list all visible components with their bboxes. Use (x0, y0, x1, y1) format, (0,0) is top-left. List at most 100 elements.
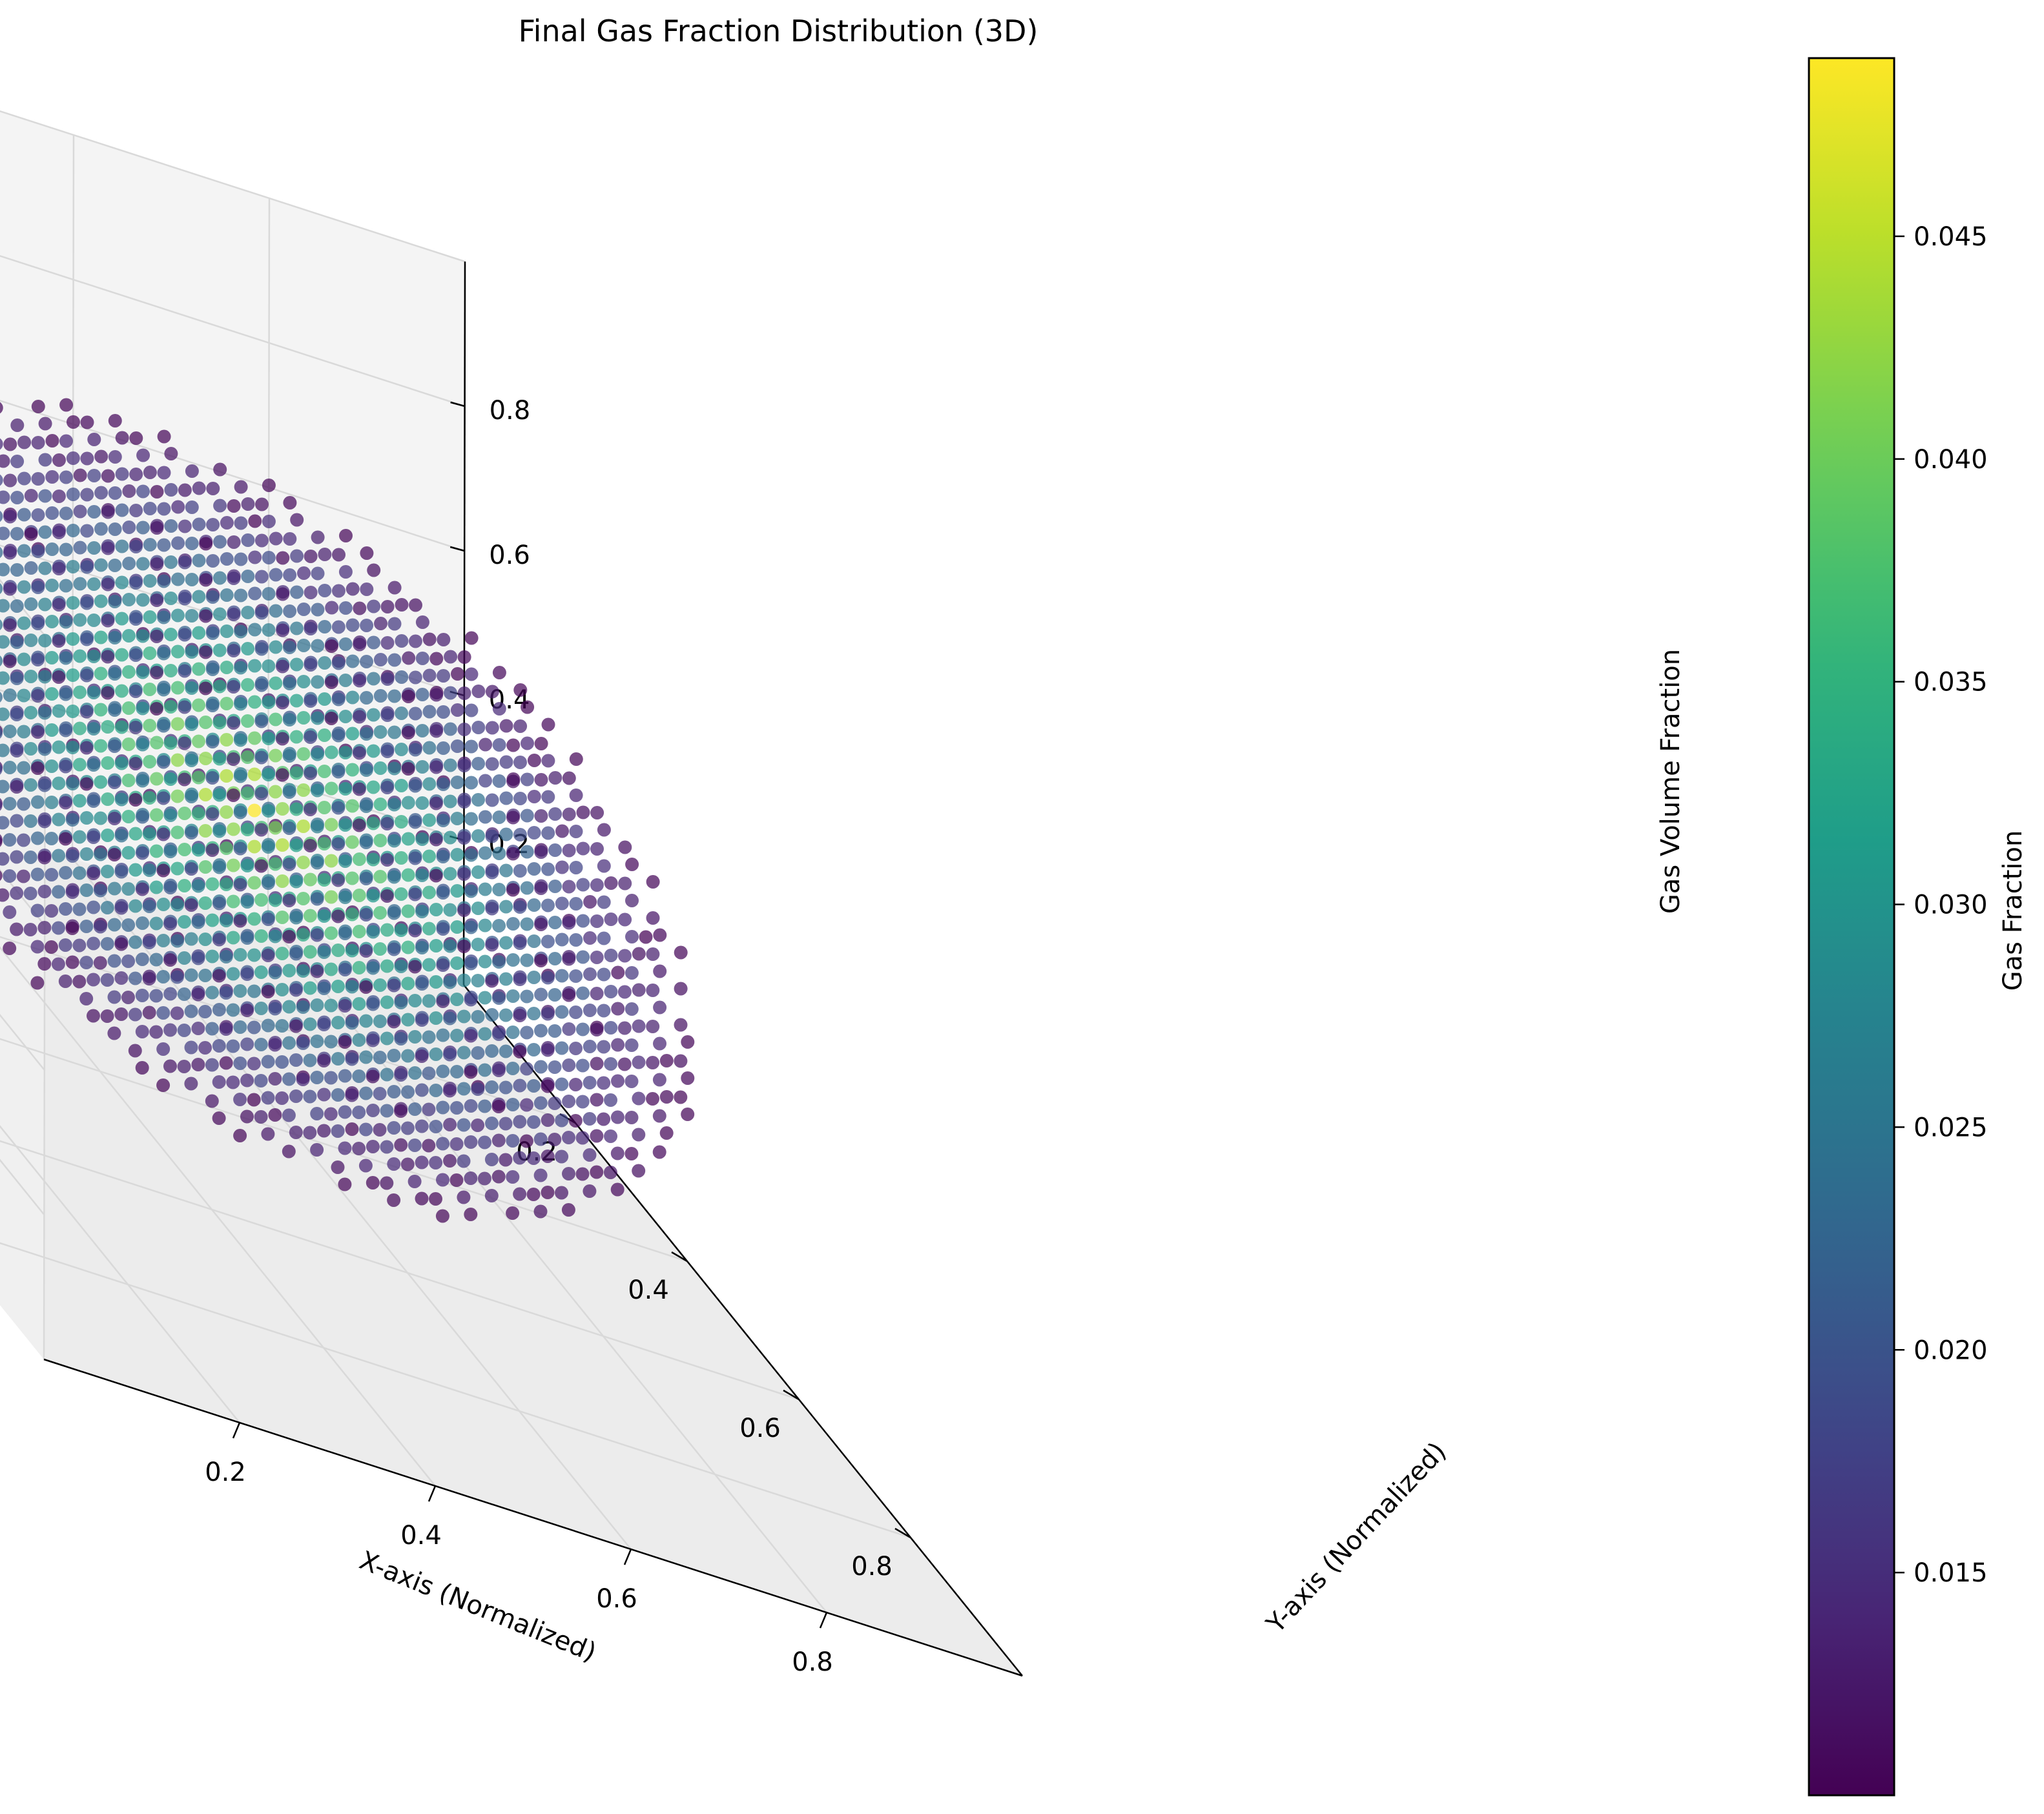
scatter-point (191, 879, 205, 893)
scatter-point (304, 694, 318, 708)
scatter-point (639, 930, 653, 944)
scatter-point (597, 1076, 611, 1090)
scatter-point (408, 743, 422, 757)
scatter-point (240, 1037, 254, 1051)
scatter-point (373, 761, 387, 775)
scatter-point (254, 859, 268, 873)
scatter-point (233, 1020, 247, 1034)
scatter-point (79, 956, 94, 969)
scatter-point (268, 821, 282, 835)
scatter-point (212, 824, 227, 838)
scatter-point (17, 508, 31, 522)
scatter-point (527, 1079, 541, 1093)
z-tick-label: 0.6 (489, 541, 530, 570)
scatter-point (533, 1132, 548, 1146)
scatter-point (646, 1056, 660, 1069)
scatter-point (101, 469, 115, 483)
scatter-point (129, 504, 143, 517)
scatter-point (380, 708, 395, 722)
scatter-point (66, 488, 80, 501)
scatter-point (366, 1033, 380, 1047)
scatter-point (499, 1008, 513, 1022)
scatter-point (58, 832, 72, 846)
scatter-point (282, 785, 296, 799)
scatter-point (478, 991, 492, 1005)
scatter-point (87, 505, 101, 519)
scatter-point (450, 884, 464, 898)
scatter-point (464, 739, 479, 754)
scatter-point (387, 761, 402, 776)
scatter-point (415, 615, 429, 629)
scatter-point (164, 555, 178, 569)
colorbar: 0.015 0.020 0.025 0.030 0.035 0.040 0.045 (1808, 57, 1988, 1797)
scatter-point (575, 1058, 590, 1073)
scatter-point (541, 1186, 555, 1199)
scatter-point (107, 990, 121, 1004)
scatter-point (30, 867, 45, 881)
scatter-point (492, 810, 506, 824)
scatter-point (568, 1078, 583, 1091)
scatter-point (94, 630, 108, 644)
scatter-point (30, 795, 45, 809)
scatter-point (192, 734, 205, 748)
scatter-point (360, 546, 374, 560)
scatter-point (310, 964, 324, 978)
scatter-point (499, 1080, 513, 1095)
scatter-point (24, 561, 38, 575)
scatter-point (0, 490, 10, 504)
scatter-point (471, 721, 486, 734)
scatter-point (212, 1075, 226, 1089)
scatter-point (373, 978, 387, 992)
scatter-point (408, 815, 422, 829)
scatter-point (205, 1094, 219, 1108)
scatter-point (0, 692, 3, 703)
scatter-point (422, 1030, 436, 1044)
scatter-point (3, 546, 17, 560)
scatter-point (317, 873, 331, 887)
scatter-point (506, 1134, 520, 1148)
scatter-point (338, 1069, 352, 1083)
scatter-point (3, 869, 17, 883)
scatter-point (401, 762, 415, 776)
scatter-point (352, 1033, 366, 1047)
scatter-point (283, 604, 297, 618)
scatter-point (464, 776, 479, 790)
scatter-point (317, 1087, 331, 1102)
scatter-point (346, 690, 360, 705)
scatter-point (373, 1087, 387, 1100)
scatter-point (233, 769, 247, 783)
scatter-point (491, 1133, 506, 1148)
floor-gridline-y (0, 1038, 688, 1263)
scatter-point (618, 949, 632, 963)
scatter-point (541, 1079, 555, 1093)
scatter-point (17, 833, 30, 847)
scatter-point (94, 883, 107, 898)
scatter-point (129, 971, 142, 985)
scatter-point (129, 793, 143, 807)
scatter-point (499, 1117, 513, 1131)
scatter-point (129, 757, 143, 770)
scatter-point (408, 960, 422, 974)
scatter-point (527, 898, 541, 912)
scatter-point (38, 525, 52, 539)
scatter-point (520, 1062, 534, 1076)
scatter-point (345, 871, 359, 885)
scatter-point (101, 650, 115, 664)
scatter-point (491, 1027, 506, 1041)
scatter-point (541, 934, 555, 949)
scatter-point (247, 731, 262, 745)
scatter-point (275, 1091, 289, 1105)
scatter-point (492, 774, 506, 788)
scatter-point (192, 626, 206, 640)
scatter-point (331, 656, 346, 670)
scatter-point (576, 841, 590, 856)
scatter-points (0, 398, 695, 1223)
x-tick (428, 1485, 437, 1502)
scatter-point (94, 558, 108, 572)
scatter-point (513, 1151, 527, 1165)
scatter-point (346, 799, 360, 813)
scatter-point (359, 980, 373, 994)
scatter-point (380, 995, 394, 1009)
scatter-point (261, 949, 275, 962)
scatter-point (0, 728, 3, 739)
